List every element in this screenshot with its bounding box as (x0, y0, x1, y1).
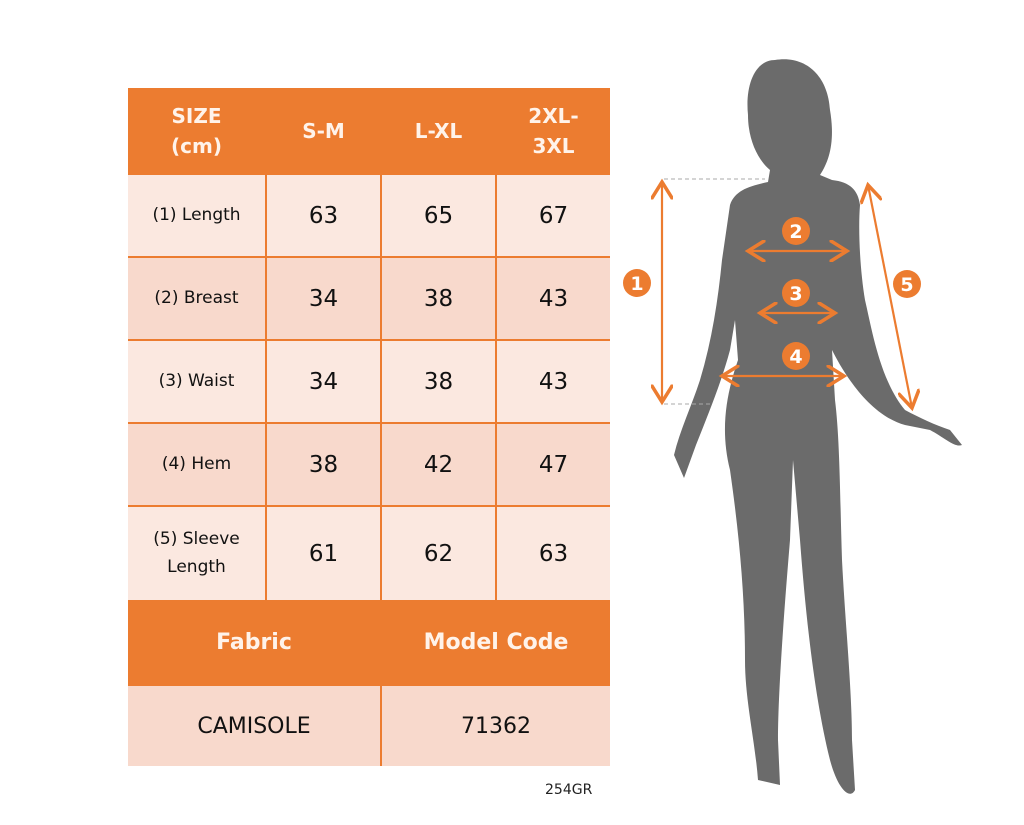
cell-value: 47 (497, 424, 610, 505)
cell-value: 61 (267, 507, 380, 600)
product-code: 254GR (545, 782, 593, 798)
header-size: SIZE (cm) (171, 103, 222, 158)
header-s-m: S-M (302, 118, 345, 143)
marker-5: 5 (893, 270, 921, 298)
cell-value: 38 (382, 341, 495, 422)
cell-value: 43 (497, 341, 610, 422)
svg-text:1: 1 (630, 273, 643, 295)
cell-value: 38 (382, 258, 495, 339)
svg-text:4: 4 (789, 346, 802, 368)
size-chart-table: SIZE (cm) S-M L-XL 2XL- 3XL (1) Length 6… (128, 88, 610, 766)
fabric-value: CAMISOLE (128, 686, 380, 766)
table-row: (1) Length 63 65 67 (128, 175, 610, 256)
marker-2: 2 (782, 217, 810, 245)
table-row: (5) Sleeve Length 61 62 63 (128, 507, 610, 600)
fabric-label: Fabric (216, 629, 292, 655)
fabric-header-row: Fabric Model Code (128, 600, 610, 684)
svg-text:3: 3 (789, 283, 802, 305)
table-row: (4) Hem 38 42 47 (128, 424, 610, 505)
svg-text:5: 5 (900, 274, 913, 296)
model-code-label: Model Code (423, 629, 569, 655)
cell-value: 63 (267, 175, 380, 256)
sleeve-arrow (868, 185, 912, 408)
cell-value: 34 (267, 258, 380, 339)
row-label: (1) Length (128, 175, 265, 256)
header-2xl-3xl: 2XL- 3XL (528, 103, 579, 158)
table-row: (3) Waist 34 38 43 (128, 341, 610, 422)
cell-value: 38 (267, 424, 380, 505)
cell-value: 43 (497, 258, 610, 339)
marker-4: 4 (782, 342, 810, 370)
marker-1: 1 (623, 269, 651, 297)
header-l-xl: L-XL (414, 118, 463, 143)
fabric-value-row: CAMISOLE 71362 (128, 686, 610, 766)
svg-text:2: 2 (789, 221, 802, 243)
row-label: (2) Breast (128, 258, 265, 339)
table-row: (2) Breast 34 38 43 (128, 258, 610, 339)
row-label: (5) Sleeve Length (128, 507, 265, 600)
cell-value: 42 (382, 424, 495, 505)
row-label: (3) Waist (128, 341, 265, 422)
model-code-value: 71362 (382, 686, 610, 766)
cell-value: 62 (382, 507, 495, 600)
header-row: SIZE (cm) S-M L-XL 2XL- 3XL (128, 88, 610, 173)
cell-value: 63 (497, 507, 610, 600)
woman-silhouette (674, 59, 962, 794)
cell-value: 65 (382, 175, 495, 256)
row-label: (4) Hem (128, 424, 265, 505)
cell-value: 67 (497, 175, 610, 256)
cell-value: 34 (267, 341, 380, 422)
marker-3: 3 (782, 279, 810, 307)
